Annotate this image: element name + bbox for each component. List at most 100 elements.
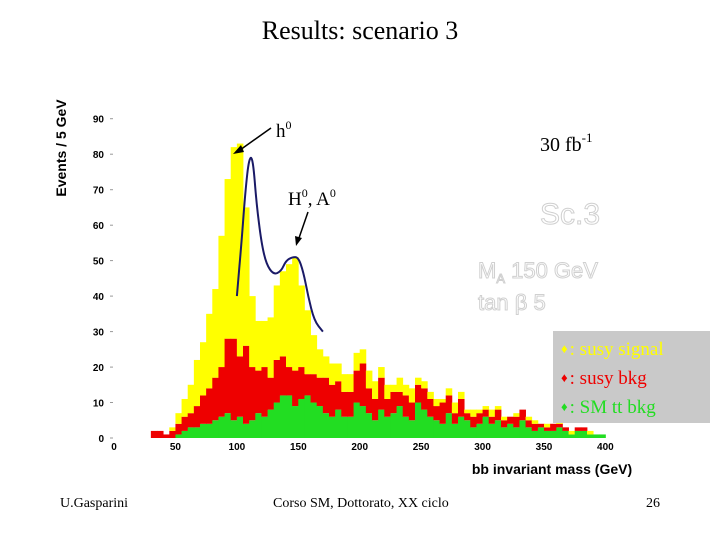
signal-bar [525,416,533,421]
susy-bkg-bar [292,370,299,407]
signal-bar [445,388,453,396]
sm-tt-bar [451,423,459,438]
susy-bkg-bar [341,391,348,417]
sm-tt-bar [298,398,305,438]
signal-bar [335,363,342,382]
signal-bar [310,335,318,375]
sm-tt-bar [224,413,232,438]
signal-bar [181,398,189,417]
axis-group: 0 10 20 30 40 50 60 70 80 90 0 50 100 150 200 250 300 350… [93,115,614,453]
sm-tt-bar [279,395,287,438]
susy-bkg-bar [580,427,588,431]
sm-tt-bar [439,423,447,438]
sm-tt-bar [359,406,367,438]
x-axis-title: bb invariant mass (GeV) [472,461,632,477]
h0-arrow-line [239,127,272,151]
susy-bkg-bar [255,370,262,414]
ghost-tanbeta-label: tan β 5 [478,290,546,315]
sm-tt-bar [347,416,354,438]
sm-tt-bar [402,416,410,438]
sm-tt-bar [580,430,588,438]
footer-course: Corso SM, Dottorato, XX ciclo [273,496,449,511]
histogram-bars [150,143,606,438]
sm-tt-bar [415,402,422,438]
susy-bkg-bar [206,388,213,424]
sm-tt-bar [408,420,416,438]
signal-bar [316,349,324,378]
susy-bkg-bar [273,359,281,403]
signal-bar [587,430,594,435]
susy-bkg-bar [261,367,268,417]
sm-tt-bar [249,420,256,438]
susy-bkg-bar [353,370,361,403]
signal-bar [482,406,490,410]
y-tick-label: 0 [98,434,104,445]
susy-bkg-bar [396,391,404,407]
sm-tt-bar [525,427,533,438]
susy-bkg-bar [316,377,324,407]
sm-tt-bar [212,420,219,438]
sm-tt-bar [421,409,428,438]
susy-bkg-bar [464,413,471,421]
signal-bar [243,207,250,346]
legend-entry-sm-tt: ♦: SM tt bkg [561,397,656,419]
footer-page-number: 26 [646,496,660,511]
x-tick-label: 100 [229,442,246,453]
susy-bkg-bar [365,388,373,414]
signal-bar [544,423,551,428]
sm-tt-bar [476,423,483,438]
signal-bar [476,409,483,414]
susy-bkg-bar [335,381,342,410]
signal-bar [408,388,416,403]
susy-bkg-bar [378,377,385,410]
sm-tt-bar [470,427,477,438]
legend-label-susy-bkg: : susy bkg [569,368,647,389]
signal-bar [568,430,576,435]
signal-bar [415,377,422,385]
susy-bkg-bar [550,423,557,431]
signal-bar [169,427,176,431]
slide-title: Results: scenario 3 [261,16,459,45]
susy-bkg-bar [384,398,391,417]
h0-arrow-head [233,145,244,154]
susy-bkg-bar [347,391,354,417]
sm-tt-bar [378,409,385,438]
sm-tt-bar [562,430,569,438]
sm-tt-bar [304,395,311,438]
signal-bar [501,416,508,421]
signal-bar [427,391,434,399]
signal-bar [175,413,182,424]
susy-bkg-bar [224,338,232,414]
sm-tt-bar [544,430,551,438]
signal-bar [531,420,539,424]
sm-tt-bar [200,423,207,438]
sm-tt-bar [292,406,299,438]
x-tick-label: 0 [111,442,117,453]
sm-tt-bar [550,430,557,438]
x-tick-label: 150 [290,442,307,453]
susy-bkg-bar [236,356,244,417]
signal-bar [513,413,520,417]
signal-bar [359,349,367,364]
signal-bar [322,356,330,378]
y-tick-label: 20 [93,363,105,374]
signal-bar [286,264,293,368]
signal-bar [365,370,373,389]
sm-tt-bar [175,434,182,438]
susy-bkg-bar [200,395,207,424]
signal-bar [267,317,275,378]
sm-tt-bar [187,427,195,438]
heavy-higgs-arrow-head [295,236,302,246]
sm-tt-bar [236,416,244,438]
heavy-higgs-arrow-line [298,211,309,239]
signal-bar [421,381,428,389]
fit-curve [235,156,324,333]
susy-bkg-bar [218,367,225,417]
signal-bar [458,391,465,399]
sm-tt-bar [396,406,404,438]
diamond-icon: ♦ [561,370,568,385]
x-tick-label: 400 [597,442,614,453]
sm-tt-bar [243,423,250,438]
legend-label-signal: : susy signal [569,339,664,360]
